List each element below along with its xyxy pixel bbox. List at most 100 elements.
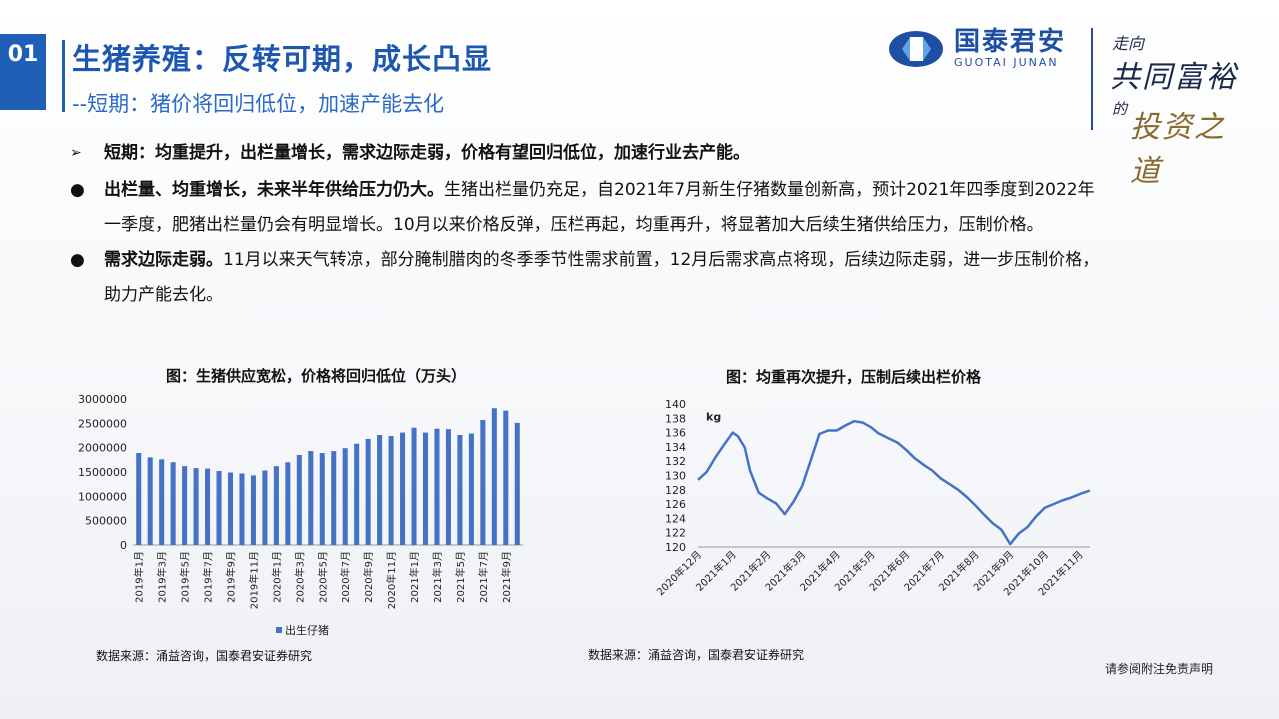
bar xyxy=(216,471,222,545)
bullet-bold: 出栏量、均重增长，未来半年供给压力仍大。 xyxy=(104,180,444,200)
bar xyxy=(480,419,486,545)
bar xyxy=(457,435,463,545)
bar xyxy=(285,462,291,545)
bar xyxy=(136,453,142,545)
y-tick-label: 128 xyxy=(665,484,686,497)
slogan-line-3: 的 xyxy=(1112,100,1128,118)
weight-line xyxy=(697,419,1091,546)
y-tick-label: 120 xyxy=(665,541,686,554)
bar xyxy=(239,473,245,545)
bar xyxy=(227,472,234,545)
y-tick-label: 122 xyxy=(665,527,686,540)
y-tick-label: 2000000 xyxy=(78,442,127,455)
bullet-bold: 短期：均重提升，出栏量增长，需求边际走弱，价格有望回归低位，加速行业去产能。 xyxy=(104,143,750,163)
dot-bullet-icon: ● xyxy=(70,250,85,270)
bullet-item: ➢ 短期：均重提升，出栏量增长，需求边际走弱，价格有望回归低位，加速行业去产能。 xyxy=(70,136,1100,171)
bar xyxy=(365,438,371,545)
legend-label: 出生仔猪 xyxy=(285,623,329,637)
x-tick-label: 2019年9月 xyxy=(225,551,238,603)
section-number-badge: 01 xyxy=(0,34,46,110)
bullet-list: ➢ 短期：均重提升，出栏量增长，需求边际走弱，价格有望回归低位，加速行业去产能。… xyxy=(70,136,1100,313)
bullet-text: 生猪出栏量仍充足，自2021年7月新生仔猪数量创新高，预计2021年四季度到20… xyxy=(104,180,1095,235)
bar xyxy=(182,466,188,545)
x-tick-label: 2019年7月 xyxy=(202,551,215,603)
bar xyxy=(147,457,153,545)
bar xyxy=(319,453,325,545)
x-tick-label: 2019年5月 xyxy=(179,551,192,603)
x-tick-label: 2020年5月 xyxy=(316,551,329,603)
x-tick-label: 2020年1月 xyxy=(270,551,283,603)
bar xyxy=(193,468,199,545)
chart-left-title: 图：生猪供应宽松，价格将回归低位（万头） xyxy=(166,367,467,385)
source-note-right: 数据来源：涌益咨询，国泰君安证券研究 xyxy=(588,648,805,662)
title-rule xyxy=(62,40,65,112)
chart-right-title: 图：均重再次提升，压制后续出栏价格 xyxy=(726,368,982,386)
bar xyxy=(434,428,440,545)
x-tick-label: 2020年3月 xyxy=(293,551,306,603)
bar xyxy=(491,408,497,545)
x-tick-label: 2020年11月 xyxy=(385,551,398,609)
slogan-line-2: 共同富裕 xyxy=(1110,60,1238,95)
disclaimer: 请参阅附注免责声明 xyxy=(1105,662,1214,676)
bar xyxy=(468,433,474,545)
slogan-line-1: 走向 xyxy=(1112,34,1145,53)
y-tick-label: 126 xyxy=(665,498,686,511)
y-tick-label: 500000 xyxy=(85,515,127,528)
x-tick-label: 2019年1月 xyxy=(133,551,146,603)
bullet-bold: 需求边际走弱。 xyxy=(104,250,223,270)
y-tick-label: 1000000 xyxy=(78,490,127,503)
x-tick-label: 2021年5月 xyxy=(454,551,467,603)
arrow-bullet-icon: ➢ xyxy=(70,145,82,161)
y-tick-label: 3000000 xyxy=(78,393,127,406)
x-tick-label: 2021年7月 xyxy=(477,551,490,603)
section-number: 01 xyxy=(7,42,39,67)
bar xyxy=(331,451,337,545)
bar xyxy=(262,470,268,545)
y-tick-label: 1500000 xyxy=(78,466,127,479)
logo-mark-icon xyxy=(888,30,944,68)
y-tick-label: 136 xyxy=(665,427,686,440)
x-tick-label: 2021年9月 xyxy=(500,551,513,603)
logo-name-en: GUOTAI JUNAN xyxy=(954,56,1059,69)
bar xyxy=(354,443,360,545)
bar xyxy=(377,435,383,545)
page-subtitle: --短期：猪价将回归低位，加速产能去化 xyxy=(72,92,445,116)
bar xyxy=(503,410,509,545)
x-tick-label: 2019年11月 xyxy=(247,551,260,609)
bar xyxy=(388,435,394,545)
x-tick-label: 2020年9月 xyxy=(362,551,375,603)
logo-name-cn: 国泰君安 xyxy=(954,27,1067,57)
y-unit-label: kg xyxy=(706,410,721,423)
bar xyxy=(308,451,314,545)
x-tick-label: 2021年3月 xyxy=(431,551,444,603)
slogan: 走向 共同富裕 的 投资之道 xyxy=(1104,26,1254,189)
bar xyxy=(400,432,406,545)
bar xyxy=(250,475,256,545)
y-tick-label: 0 xyxy=(120,539,127,552)
y-tick-label: 2500000 xyxy=(78,417,127,430)
bar xyxy=(296,454,302,545)
bar xyxy=(170,462,176,545)
y-tick-label: 130 xyxy=(665,470,686,483)
x-tick-label: 2021年1月 xyxy=(408,551,421,603)
y-tick-label: 138 xyxy=(665,412,686,425)
bar xyxy=(514,422,520,545)
bar xyxy=(411,427,417,545)
bar xyxy=(422,432,429,545)
bullet-item: ● 需求边际走弱。11月以来天气转凉，部分腌制腊肉的冬季季节性需求前置，12月后… xyxy=(70,243,1100,313)
x-tick-label: 2019年3月 xyxy=(156,551,169,603)
bar xyxy=(273,466,279,545)
bar xyxy=(205,468,211,545)
dot-bullet-icon: ● xyxy=(70,180,85,200)
x-tick-label: 2020年7月 xyxy=(339,551,352,603)
y-tick-label: 132 xyxy=(665,455,686,468)
bullet-item: ● 出栏量、均重增长，未来半年供给压力仍大。生猪出栏量仍充足，自2021年7月新… xyxy=(70,173,1100,243)
page-title: 生猪养殖：反转可期，成长凸显 xyxy=(72,42,493,76)
logo-divider xyxy=(1091,28,1093,130)
bar xyxy=(159,459,165,545)
company-logo: 国泰君安 GUOTAI JUNAN xyxy=(888,28,1066,69)
slogan-line-4: 投资之道 xyxy=(1130,110,1226,189)
legend-swatch xyxy=(276,627,282,633)
y-tick-label: 134 xyxy=(665,441,686,454)
bullet-text: 11月以来天气转凉，部分腌制腊肉的冬季季节性需求前置，12月后需求高点将现，后续… xyxy=(104,250,1100,305)
